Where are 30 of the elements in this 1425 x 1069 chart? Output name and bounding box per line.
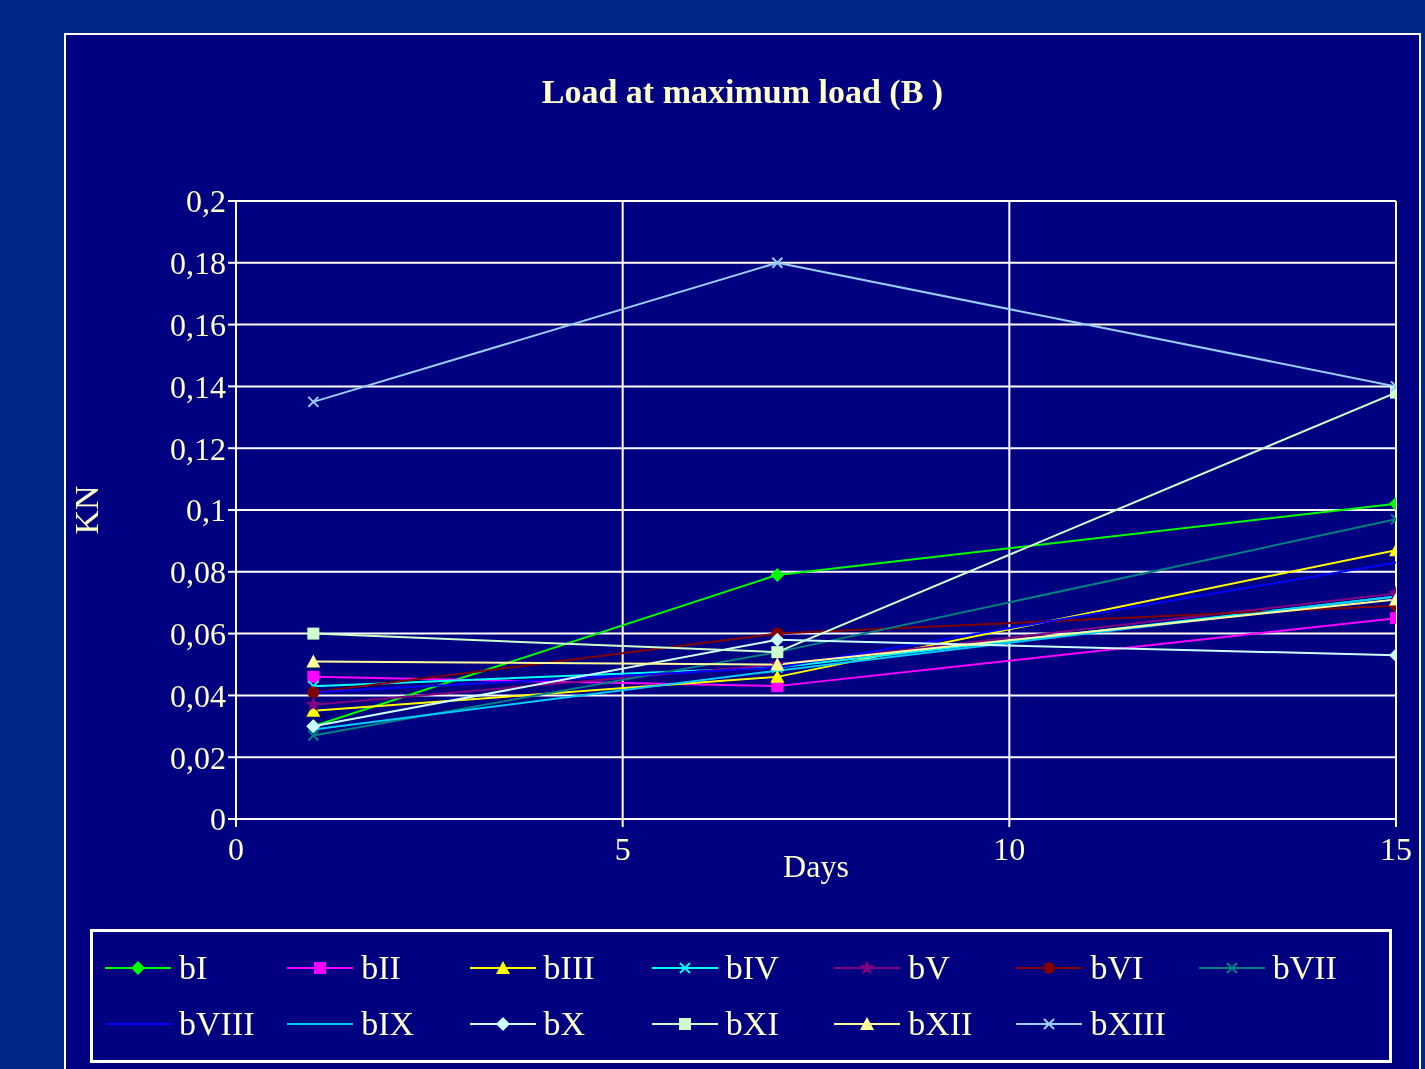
y-tick-label: 0,1: [186, 492, 226, 529]
legend-label: bI: [179, 949, 208, 987]
legend-label: bV: [908, 949, 950, 987]
legend-label: bIII: [543, 949, 595, 987]
y-tick-label: 0,16: [170, 306, 226, 343]
y-tick-label: 0,08: [170, 554, 226, 591]
legend-label: bVII: [1272, 949, 1337, 987]
legend-label: bVIII: [179, 1005, 255, 1043]
legend-label: bXIII: [1090, 1005, 1166, 1043]
x-tick-label: 15: [1380, 830, 1412, 867]
y-tick-label: 0,02: [170, 739, 226, 776]
x-tick-label: 10: [993, 830, 1026, 867]
chart-title: Load at maximum load (B ): [540, 73, 945, 112]
legend-label: bVI: [1090, 949, 1144, 987]
y-tick-label: 0,12: [170, 430, 226, 467]
x-axis-title: Days: [783, 848, 849, 884]
y-tick-label: 0,06: [170, 615, 226, 652]
legend-label: bIX: [361, 1005, 415, 1043]
legend-label: bIV: [725, 949, 779, 987]
y-tick-label: 0,2: [186, 183, 226, 220]
x-tick-label: 5: [614, 830, 631, 867]
y-axis-title: KN: [68, 485, 106, 535]
y-tick-label: 0,14: [170, 368, 226, 405]
y-tick-label: 0,04: [170, 677, 226, 714]
y-tick-label: 0: [210, 801, 226, 838]
legend-label: bII: [361, 949, 401, 987]
legend-label: bX: [543, 1005, 586, 1043]
legend-label: bXI: [725, 1005, 779, 1043]
legend-label: bXII: [908, 1005, 973, 1043]
y-tick-label: 0,18: [170, 245, 226, 282]
